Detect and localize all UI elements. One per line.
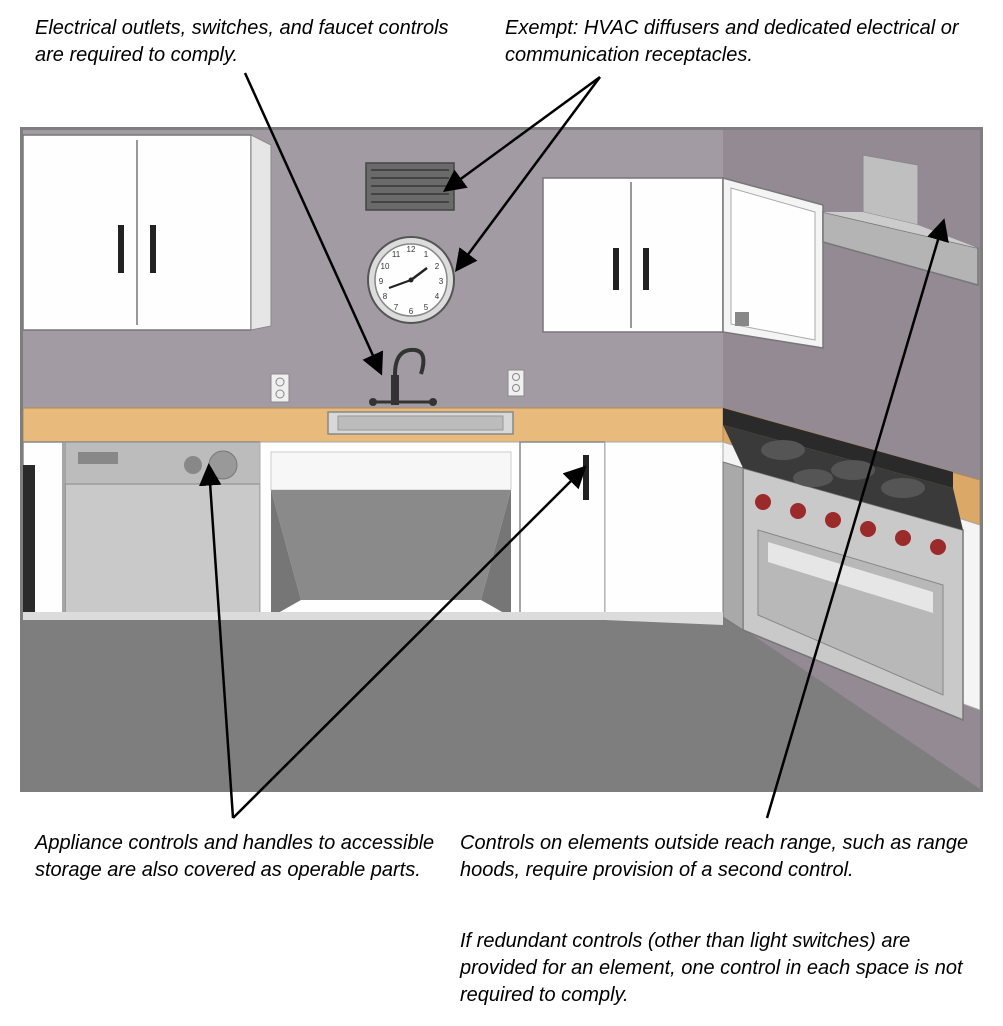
annotation-bottom-right-2: If redundant controls (other than light … — [460, 928, 980, 1009]
upper-cabinet-right-icon — [543, 178, 823, 348]
annotation-bottom-right-1: Controls on elements outside reach range… — [460, 830, 970, 884]
svg-text:6: 6 — [409, 307, 414, 316]
outlet-left-icon — [271, 374, 289, 402]
diagram-container: Electrical outlets, switches, and faucet… — [15, 15, 988, 1011]
svg-text:4: 4 — [435, 292, 440, 301]
upper-cabinet-left-icon — [23, 135, 271, 330]
sink-icon — [328, 412, 513, 434]
svg-text:10: 10 — [381, 262, 390, 271]
annotation-top-right: Exempt: HVAC diffusers and dedicated ele… — [505, 15, 975, 69]
svg-text:1: 1 — [424, 250, 429, 259]
annotation-bottom-left: Appliance controls and handles to access… — [35, 830, 435, 884]
svg-text:8: 8 — [383, 292, 388, 301]
outlet-right-icon — [508, 370, 524, 396]
svg-text:9: 9 — [379, 277, 384, 286]
kitchen-illustration: 12 3 6 9 1 2 4 5 7 8 10 11 — [20, 127, 983, 792]
dishwasher-icon — [65, 442, 260, 617]
svg-text:7: 7 — [394, 303, 399, 312]
hvac-vent-icon — [366, 163, 454, 210]
annotation-top-left: Electrical outlets, switches, and faucet… — [35, 15, 455, 69]
kitchen-svg: 12 3 6 9 1 2 4 5 7 8 10 11 — [23, 130, 980, 789]
clock-icon: 12 3 6 9 1 2 4 5 7 8 10 11 — [368, 237, 454, 323]
svg-text:2: 2 — [435, 262, 440, 271]
svg-text:5: 5 — [424, 303, 429, 312]
svg-text:12: 12 — [407, 245, 416, 254]
svg-text:3: 3 — [439, 277, 444, 286]
svg-text:11: 11 — [392, 250, 401, 259]
